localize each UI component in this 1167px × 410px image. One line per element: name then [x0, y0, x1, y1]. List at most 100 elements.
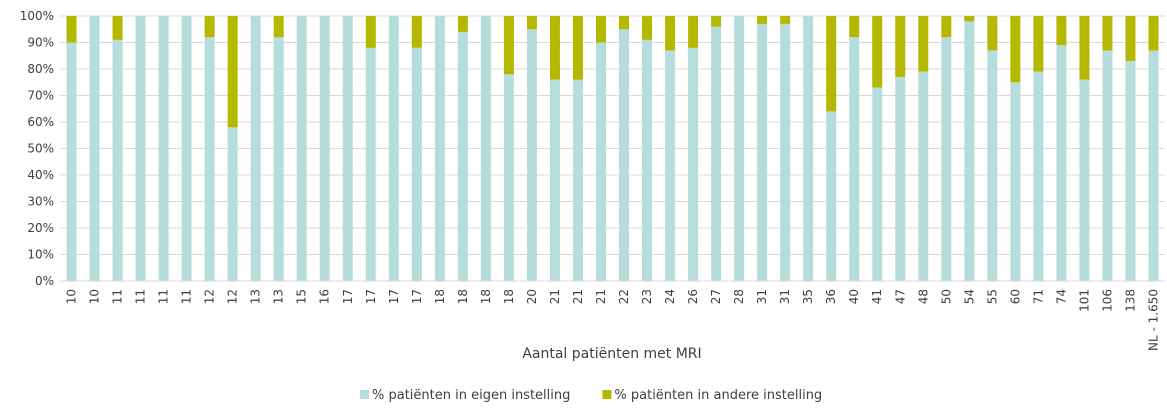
bar-segment — [595, 16, 606, 43]
bar-segment — [941, 37, 952, 282]
x-tick-label: 13 — [249, 289, 263, 304]
x-tick-label: 21 — [548, 289, 562, 304]
bar-segment — [526, 29, 537, 281]
bar-segment — [319, 16, 330, 281]
bar-segment — [66, 16, 77, 43]
bar-segment — [711, 26, 722, 281]
bar-segment — [642, 39, 653, 281]
x-tick-label: 47 — [893, 289, 907, 304]
bar-segment — [711, 16, 722, 27]
bar-segment — [204, 37, 215, 282]
x-tick-label: 17 — [341, 289, 355, 304]
x-axis-title: Aantal patiënten met MRI — [522, 346, 701, 362]
bar-segment — [849, 16, 860, 38]
x-tick-label: 10 — [88, 289, 102, 304]
bar-segment — [619, 29, 630, 281]
bar-segment — [941, 16, 952, 38]
bar-segment — [273, 37, 284, 282]
x-tick-label: 35 — [801, 289, 815, 304]
bar-segment — [895, 76, 906, 281]
bar-segment — [757, 23, 768, 281]
x-tick-label: 24 — [663, 289, 677, 304]
x-tick-label: 138 — [1123, 289, 1137, 312]
y-tick-label: 70% — [27, 89, 54, 103]
bar-segment — [872, 16, 883, 88]
y-tick-label: 90% — [27, 36, 54, 50]
bar-segment — [503, 16, 514, 75]
x-tick-label: 36 — [824, 289, 838, 304]
bar-segment — [204, 16, 215, 38]
bar-segment — [572, 16, 583, 80]
bar-segment — [112, 39, 123, 281]
bar-segment — [480, 16, 491, 281]
x-tick-label: 60 — [1008, 289, 1022, 304]
bar-segment — [895, 16, 906, 77]
bar-segment — [757, 16, 768, 24]
x-tick-label: 13 — [272, 289, 286, 304]
bar-segment — [227, 127, 238, 281]
x-tick-label: 21 — [571, 289, 585, 304]
x-tick-label: 28 — [732, 289, 746, 304]
bar-segment — [296, 16, 307, 281]
bar-segment — [1056, 45, 1067, 282]
bar-segment — [964, 21, 975, 282]
x-tick-label: 18 — [456, 289, 470, 304]
x-tick-label: 101 — [1077, 289, 1091, 312]
x-tick-label: 71 — [1031, 289, 1045, 304]
x-tick-label: 11 — [180, 289, 194, 304]
x-tick-label: 12 — [226, 289, 240, 304]
bar-segment — [89, 16, 100, 281]
x-tick-label: 15 — [295, 289, 309, 304]
bar-segment — [780, 16, 791, 24]
bar-segment — [1033, 16, 1044, 72]
x-tick-label: 31 — [755, 289, 769, 304]
x-tick-label: 17 — [387, 289, 401, 304]
y-tick-label: 80% — [27, 62, 54, 76]
bar-segment — [135, 16, 146, 281]
bar-segment — [526, 16, 537, 30]
x-tick-label: 17 — [364, 289, 378, 304]
bar-segment — [1102, 50, 1113, 282]
bar-segment — [987, 16, 998, 51]
bar-segment — [918, 71, 929, 282]
legend-label: % patiënten in andere instelling — [614, 388, 822, 403]
x-tick-label: 11 — [134, 289, 148, 304]
bar-segment — [665, 16, 676, 51]
legend-swatch — [602, 390, 612, 399]
x-tick-label: 18 — [502, 289, 516, 304]
x-tick-label: 26 — [686, 289, 700, 304]
bar-segment — [503, 74, 514, 281]
bar-segment — [365, 16, 376, 48]
x-tick-label: 10 — [65, 289, 79, 304]
x-tick-label: 16 — [318, 289, 332, 304]
bar-segment — [826, 111, 837, 282]
bar-segment — [411, 47, 422, 281]
y-tick-label: 20% — [27, 221, 54, 235]
bar-segment — [1033, 71, 1044, 282]
bar-segment — [457, 16, 468, 32]
bar-segment — [665, 50, 676, 282]
x-tick-label: 23 — [640, 289, 654, 304]
bar-segment — [734, 16, 745, 281]
bar-segment — [1010, 82, 1021, 281]
x-tick-label: 31 — [778, 289, 792, 304]
bar-segment — [803, 16, 814, 281]
x-tick-label: 18 — [479, 289, 493, 304]
bar-segment — [688, 16, 699, 48]
x-tick-label: 74 — [1054, 289, 1068, 304]
bar-segment — [1125, 61, 1136, 281]
bar-segment — [342, 16, 353, 281]
bar-segment — [1010, 16, 1021, 83]
y-tick-label: 40% — [27, 168, 54, 182]
x-tick-label: 22 — [617, 289, 631, 304]
bar-segment — [987, 50, 998, 282]
bar-segment — [849, 37, 860, 282]
x-tick-label: 12 — [203, 289, 217, 304]
bar-segment — [595, 42, 606, 281]
bar-segment — [273, 16, 284, 38]
x-tick-label: 40 — [847, 289, 861, 304]
bar-segment — [826, 16, 837, 112]
bar-segment — [619, 16, 630, 30]
x-tick-label: 18 — [433, 289, 447, 304]
